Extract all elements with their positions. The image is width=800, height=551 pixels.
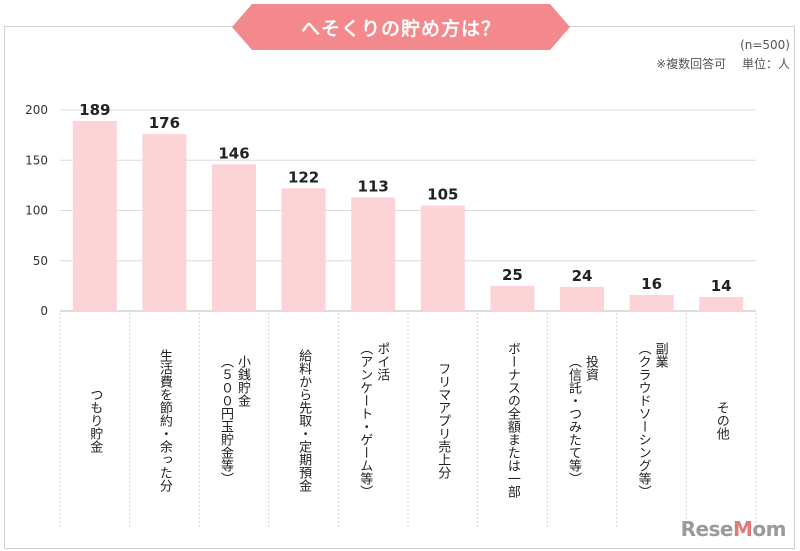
- chart-frame: [4, 26, 795, 549]
- data-label: 113: [358, 177, 389, 195]
- data-label: 189: [79, 101, 110, 119]
- data-label: 14: [711, 277, 732, 295]
- category-label: 投資 （信託・つみたて等）: [565, 355, 598, 485]
- data-label: 122: [288, 168, 319, 186]
- y-tick-label: 0: [40, 304, 48, 318]
- category-cell: 給料から先取・定期預金: [269, 313, 339, 527]
- category-cell: 投資 （信託・つみたて等）: [547, 313, 617, 527]
- title-banner: へそくりの貯め方は？: [232, 4, 570, 50]
- category-label: 給料から先取・定期預金: [296, 348, 312, 492]
- data-label: 25: [502, 266, 523, 284]
- bar: [281, 188, 326, 311]
- bar: [351, 197, 396, 311]
- y-tick-label: 100: [25, 204, 48, 218]
- category-label: 生活費を節約・余った分: [156, 348, 172, 492]
- sample-size-note: (n=500): [740, 38, 790, 52]
- bar: [72, 121, 117, 312]
- category-cell: つもり貯金: [60, 313, 130, 527]
- category-label: ポイ活 （アンケート・ゲーム等）: [357, 342, 390, 498]
- category-label: 小銭貯金 （５００円玉貯金等）: [217, 355, 250, 485]
- resemom-logo: ReseMom: [680, 517, 787, 541]
- category-cell: フリマアプリ売上分: [408, 313, 478, 527]
- chart-title: へそくりの貯め方は？: [300, 17, 501, 40]
- data-label: 176: [149, 114, 180, 132]
- data-label: 105: [427, 185, 458, 203]
- category-cell: ボーナスの全額または一部: [478, 313, 548, 527]
- data-label: 24: [572, 267, 593, 285]
- category-cell: その他: [686, 313, 756, 527]
- category-cell: ポイ活 （アンケート・ゲーム等）: [338, 313, 408, 527]
- y-tick-label: 150: [25, 153, 48, 167]
- category-label: フリマアプリ売上分: [435, 361, 451, 479]
- bar: [699, 296, 744, 311]
- category-label: ボーナスの全額または一部: [504, 342, 520, 498]
- bar: [420, 205, 465, 311]
- y-tick-label: 50: [33, 254, 48, 268]
- bar: [629, 294, 674, 311]
- bar: [560, 286, 604, 311]
- bar: [212, 164, 256, 311]
- data-label: 146: [218, 144, 249, 162]
- data-label: 16: [641, 275, 662, 293]
- category-label: つもり貯金: [87, 387, 103, 453]
- category-cell: 小銭貯金 （５００円玉貯金等）: [199, 313, 269, 527]
- category-label: 副業 （クラウドソーシング等）: [635, 342, 668, 498]
- category-label: その他: [713, 400, 729, 440]
- bar: [142, 134, 187, 311]
- bar: [490, 285, 535, 311]
- category-cell: 生活費を節約・余った分: [130, 313, 200, 527]
- y-tick-label: 200: [25, 103, 48, 117]
- category-cell: 副業 （クラウドソーシング等）: [617, 313, 687, 527]
- multiple-answer-unit-note: ※複数回答可 単位：人: [656, 57, 790, 71]
